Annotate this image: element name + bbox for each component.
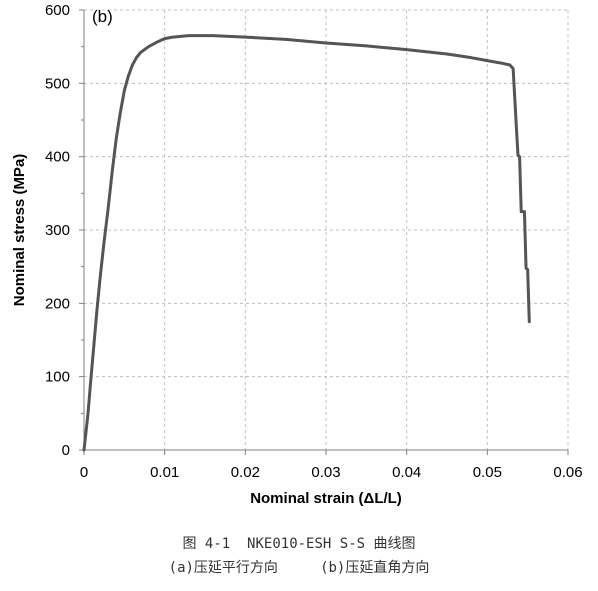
caption-line-1: 图 4-1 NKE010-ESH S-S 曲线图 [182,536,416,552]
label-layer: 0 0.01 0.02 0.03 0.04 0.05 0.06 0 100 200 300 400 50… [45,2,583,481]
x-tick-label: 0.06 [553,464,582,481]
caption-line-2: (a)压延平行方向 (b)压延直角方向 [168,560,430,576]
series-layer [82,34,531,452]
panel-label: (b) [92,7,113,26]
y-axis-title: Nominal stress (MPa) [11,154,28,307]
y-tick-label: 100 [45,369,70,386]
x-tick-label: 0.02 [231,464,260,481]
x-tick-label: 0.05 [473,464,502,481]
x-tick-label: 0.03 [311,464,340,481]
y-tick-label: 300 [45,222,70,239]
y-tick-label: 600 [45,2,70,19]
axis-layer [79,9,569,455]
stress-strain-curve [82,34,531,452]
y-tick-label: 400 [45,149,70,166]
y-tick-label: 0 [62,442,70,459]
x-tick-label: 0.04 [392,464,421,481]
figure-caption: 图 4-1 NKE010-ESH S-S 曲线图 (a)压延平行方向 (b)压延… [0,532,598,580]
y-tick-label: 500 [45,75,70,92]
x-tick-label: 0.01 [150,464,179,481]
x-axis-title: Nominal strain (ΔL/L) [250,490,402,507]
x-tick-label: 0 [80,464,88,481]
y-tick-label: 200 [45,295,70,312]
chart-svg: 0 0.01 0.02 0.03 0.04 0.05 0.06 0 100 200 300 400 50… [11,2,583,507]
stress-strain-chart: 0 0.01 0.02 0.03 0.04 0.05 0.06 0 100 200 300 400 50… [11,2,583,507]
grid-layer [84,9,569,450]
